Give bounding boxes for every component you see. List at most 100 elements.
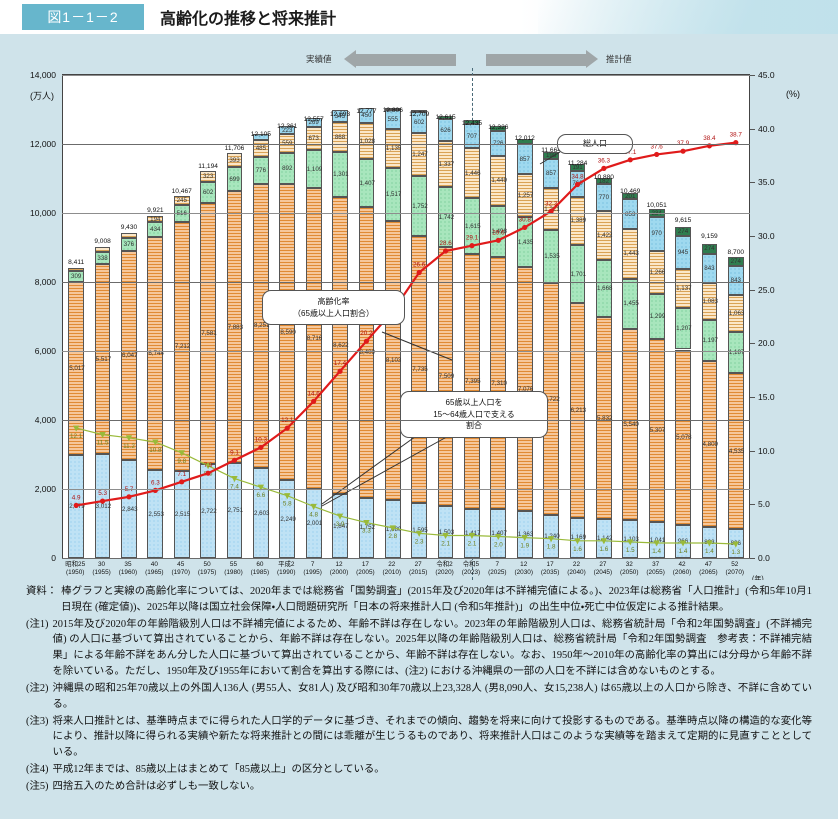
bar-segment-value: 1,446 <box>465 169 481 177</box>
bar-group[interactable]: 2,843 6,047 376 9,430 <box>121 75 138 558</box>
bar-segment-value: 1,301 <box>333 170 349 178</box>
footnote-body: 平成12年までは、85歳以上はまとめて「85歳以上」の区分としている。 <box>52 763 385 775</box>
bar-group[interactable]: 3,012 5,517 338 9,008 <box>94 75 111 558</box>
bar-segment-value: 1,752 <box>412 202 428 210</box>
bar-segment-age-85-94: 857 <box>516 144 533 174</box>
bar-segment-value: 1,363 <box>517 531 534 539</box>
bar-segment-value: 1,063 <box>728 310 745 317</box>
estimate-arrow-head <box>585 50 598 68</box>
x-axis-tick: 昭和25 (1950) <box>62 561 88 577</box>
x-tick-year: (2010) <box>382 569 402 576</box>
bar-segment-age-0-14: 1,847 <box>332 494 349 558</box>
bar-segment-age-0-14: 1,041 <box>648 522 665 558</box>
bar-segment-value: 198 <box>545 151 557 159</box>
bar-segment-age-0-14: 1,417 <box>464 509 481 558</box>
bar-segment-value: 857 <box>545 170 557 178</box>
bar-group[interactable]: 836 4,535 1,187 1,063 843 274 8,700 <box>728 75 744 558</box>
bar-total-value: 12,361 <box>277 122 298 130</box>
bar-segment-age-0-14: 2,722 <box>200 464 217 558</box>
bar-segment-value: 1,455 <box>623 300 639 308</box>
x-tick-year: (1975) <box>197 569 217 576</box>
figure-title: 高齢化の推移と将来推計 <box>160 11 337 28</box>
bar-segment-value: 2,001 <box>306 520 323 528</box>
bar-total-value: 12,709 <box>409 110 430 118</box>
bar-group[interactable]: 1,503 7,509 1,742 1,337 626 12,615 <box>435 75 456 558</box>
y-axis-tickmark-right <box>750 75 755 76</box>
bar-segment-value: 857 <box>519 155 530 163</box>
bar-segment-value: 1,407 <box>491 530 507 538</box>
bar-total-value: 10,880 <box>593 173 614 181</box>
bar-segment-value: 892 <box>282 165 293 173</box>
bar-segment-value: 274 <box>677 227 689 235</box>
x-axis-tick: 50 (1975) <box>194 561 220 577</box>
actual-arrow-head <box>343 50 356 68</box>
bar-total-value: 9,615 <box>674 217 692 225</box>
bar-segment-age-15-64: 5,307 <box>648 339 665 523</box>
bar-segment-value: 626 <box>440 126 451 134</box>
y-axis-tick-left: 2,000 <box>34 484 56 494</box>
callout-aging-rate-line2: （65歳以上人口割合） <box>293 308 374 318</box>
x-tick-year: (1960) <box>118 569 138 576</box>
actual-vs-estimate-band: 実績値 推計値 <box>62 50 750 70</box>
bar-total-value: 11,706 <box>224 145 245 153</box>
bar-segment-value: 2,553 <box>148 510 164 518</box>
bar-segment-age-75-84: 1,337 <box>437 140 454 187</box>
bar-group[interactable]: 2,979 5,017 309 8,411 <box>68 75 85 558</box>
y-axis-tick-right: 0.0 <box>758 553 770 563</box>
x-axis-tick: 40 (1965) <box>141 561 167 577</box>
x-tick-year: (1950) <box>65 569 85 576</box>
bar-segment-age-85-94: 626 <box>437 119 454 141</box>
bar-segment-value: 5,078 <box>676 433 692 441</box>
bar-segment-age-65-74: 1,301 <box>332 151 349 197</box>
x-tick-era: 60 <box>256 561 264 568</box>
bar-segment-value: 274 <box>730 257 741 265</box>
y-axis-tick-right: 10.0 <box>758 445 775 456</box>
bar-segment-age-75-84 <box>68 267 85 272</box>
bar-group[interactable]: 1,363 7,076 1,435 1,257 857 12,012 <box>515 75 535 558</box>
bar-segment-value: 1,135 <box>385 145 402 153</box>
x-axis-tick: 令和5 (2023) <box>458 561 484 577</box>
bar-total-value: 12,693 <box>329 111 351 119</box>
bar-segment-value: 970 <box>651 230 662 238</box>
bar-segment-value: 1,742 <box>438 213 455 221</box>
bar-segment-age-15-64: 7,509 <box>437 247 454 507</box>
bar-segment-age-65-74: 776 <box>252 156 269 184</box>
x-tick-era: 40 <box>150 561 158 568</box>
bar-group[interactable]: 966 5,078 1,207 1,137 945 274 9,615 <box>675 75 692 558</box>
bar-segment-value: 1,197 <box>702 337 718 345</box>
bar-segment-age-75-84: 1,063 <box>727 295 745 332</box>
bar-segment-age-0-14: 2,979 <box>68 455 85 558</box>
bar-group[interactable]: 1,595 7,735 1,752 1,247 602 12,709 <box>409 75 429 558</box>
bar-segment-age-75-84: 1,137 <box>675 268 692 308</box>
bar-group[interactable]: 1,417 7,395 1,615 1,446 707 12,435 <box>462 75 482 558</box>
callout-support-line3: 割合 <box>466 421 482 431</box>
y-axis-tick-left: 10,000 <box>30 208 56 218</box>
y-axis-tick-right: 20.0 <box>758 338 775 349</box>
x-tick-year: (2000) <box>329 569 349 576</box>
bar-segment-value: 2,843 <box>122 505 138 513</box>
bar-group[interactable]: 893 4,809 1,197 1,083 843 274 9,159 <box>701 75 718 558</box>
bar-segment-value: 1,247 <box>412 150 428 158</box>
bar-segment-value: 8,590 <box>280 328 296 336</box>
footnote: (注1) 2015年及び2020年の年齢階級別人口は不詳補完値によるため、年齢不詳… <box>26 617 812 680</box>
footnote-body: 棒グラフと実線の高齢化率については、2020年までは総務省「国勢調査」(2015… <box>61 586 812 613</box>
bar-segment-age-65-74: 892 <box>279 153 296 185</box>
bar-segment-value: 1,701 <box>570 270 587 278</box>
bar-segment-age-0-14: 1,240 <box>543 515 560 558</box>
bar-segment-value: 194 <box>150 215 161 223</box>
bar-segment-age-85-94: 843 <box>727 266 744 296</box>
bar-group[interactable]: 2,553 6,744 434 194 9,921 <box>147 75 164 558</box>
footnote-key: (注4) <box>26 763 49 775</box>
bar-segment-age-0-14: 1,752 <box>358 497 375 558</box>
bar-group[interactable]: 2,751 7,883 699 393 11,706 <box>225 75 244 558</box>
x-tick-era: 7 <box>495 561 500 568</box>
x-tick-era: 令和2 <box>436 561 453 568</box>
bar-segment-age-15-64: 8,251 <box>252 183 269 469</box>
x-tick-year: (2050) <box>620 569 639 576</box>
bar-segment-age-75-84: 868 <box>332 122 348 152</box>
bar-segment-age-85-94: 970 <box>648 217 665 251</box>
bar-group[interactable]: 2,722 7,581 602 323 11,194 <box>198 75 218 558</box>
